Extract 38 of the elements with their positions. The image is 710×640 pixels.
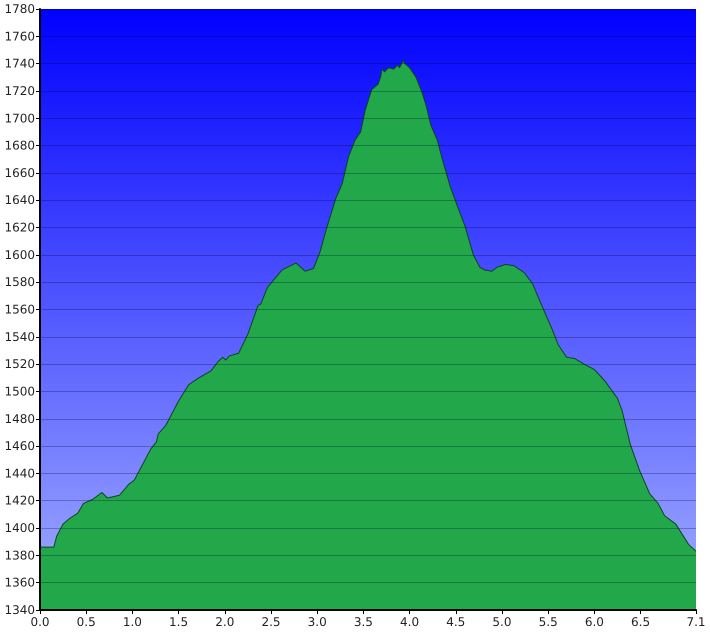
y-tick-label: 1400 [4, 521, 35, 536]
x-tick-label: 5.0 [492, 615, 512, 629]
y-tick-label: 1760 [4, 29, 35, 44]
y-tick-label: 1560 [4, 302, 35, 316]
y-tick-label: 1520 [4, 357, 35, 372]
y-tick-label: 1380 [4, 548, 35, 562]
x-tick-label: 0.5 [76, 615, 96, 629]
x-tick-label: 7.1 [686, 615, 706, 629]
x-tick-label: 1.0 [122, 615, 142, 629]
y-tick-label: 1660 [4, 166, 35, 180]
y-tick-label: 1700 [4, 111, 35, 126]
y-tick-label: 1680 [4, 138, 35, 153]
x-tick-label: 0.0 [30, 615, 50, 629]
x-tick-label: 2.0 [215, 615, 234, 629]
x-tick-label: 2.5 [261, 615, 281, 629]
y-tick-label: 1460 [4, 439, 35, 454]
y-tick-label: 1600 [4, 248, 35, 262]
x-tick-label: 4.0 [400, 615, 420, 629]
x-tick-label: 3.5 [354, 615, 373, 629]
y-tick-label: 1620 [4, 220, 35, 235]
y-tick-label: 1420 [4, 494, 35, 508]
x-tick-label: 1.5 [169, 615, 188, 629]
x-tick-label: 6.5 [631, 615, 650, 629]
x-tick-label: 6.0 [584, 615, 604, 629]
y-tick-label: 1740 [4, 56, 35, 71]
x-tick-label: 4.5 [446, 615, 466, 629]
y-tick-label: 1360 [4, 576, 35, 590]
y-tick-label: 1480 [4, 412, 35, 426]
x-tick-label: 5.5 [538, 615, 558, 629]
y-tick-label: 1540 [4, 330, 35, 344]
y-tick-label: 1780 [4, 2, 35, 16]
y-tick-label: 1440 [4, 466, 35, 480]
y-tick-label: 1340 [4, 603, 35, 617]
x-tick-label: 3.0 [308, 615, 327, 629]
y-tick-label: 1500 [4, 384, 35, 398]
y-tick-label: 1720 [4, 84, 35, 98]
y-tick-label: 1640 [4, 193, 35, 208]
y-tick-label: 1580 [4, 275, 35, 290]
